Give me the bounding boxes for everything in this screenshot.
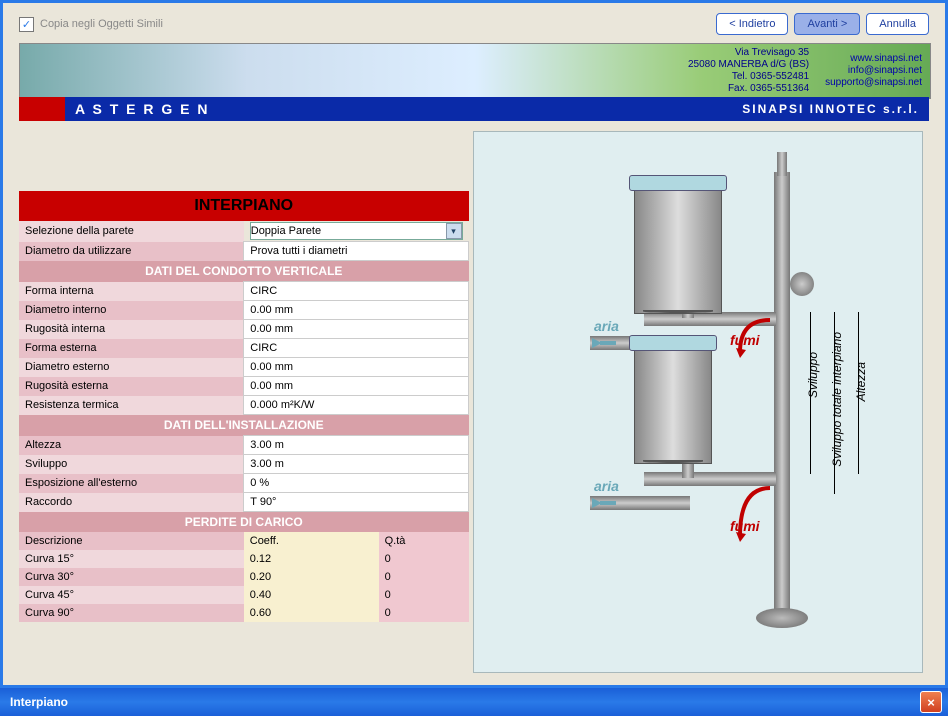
curva30-qty[interactable]: 0 <box>379 568 469 586</box>
row-diam-label: Diametro da utilizzare <box>19 242 244 261</box>
window-titlebar: Interpiano × <box>0 688 948 716</box>
header-banner: Via Trevisago 35 25080 MANERBA d/G (BS) … <box>19 43 931 99</box>
res-term-value[interactable]: 0.000 m²K/W <box>244 396 469 415</box>
forma-int-label: Forma interna <box>19 282 244 301</box>
curva45-coeff: 0.40 <box>244 586 379 604</box>
col-coeff: Coeff. <box>244 532 379 550</box>
diagram-panel: aria aria fumi fumi Sviluppo Sviluppo to… <box>473 131 923 673</box>
boiler-lower <box>634 342 712 464</box>
dim-sviluppo-label: Sviluppo <box>806 352 820 398</box>
close-icon[interactable]: × <box>920 691 942 713</box>
altezza-label: Altezza <box>19 436 244 455</box>
diam-int-value[interactable]: 0.00 mm <box>244 301 469 320</box>
curva45-label: Curva 45° <box>19 586 244 604</box>
curva15-label: Curva 15° <box>19 550 244 568</box>
hdr-condotto: DATI DEL CONDOTTO VERTICALE <box>19 261 469 282</box>
mail2-link[interactable]: supporto@sinapsi.net <box>825 77 922 89</box>
back-button[interactable]: < Indietro <box>716 13 788 35</box>
col-desc: Descrizione <box>19 532 244 550</box>
raccordo-value[interactable]: T 90° <box>244 493 469 512</box>
curva30-coeff: 0.20 <box>244 568 379 586</box>
sel-parete-value: Doppia Parete <box>251 225 321 237</box>
dim-sviluppo-totale-label: Sviluppo totale interpiano <box>830 332 844 467</box>
aria-lower-label: aria <box>594 478 619 494</box>
dim-altezza-label: Altezza <box>854 362 868 401</box>
fumi-lower-arrow <box>736 480 776 542</box>
pipe-main-vertical <box>774 172 790 612</box>
company-contact: Via Trevisago 35 25080 MANERBA d/G (BS) … <box>680 43 817 99</box>
addr1: Via Trevisago 35 <box>735 47 809 58</box>
section-title: INTERPIANO <box>19 191 469 221</box>
company-links: www.sinapsi.net info@sinapsi.net support… <box>817 49 930 93</box>
curva15-coeff: 0.12 <box>244 550 379 568</box>
top-button-row: ✓ Copia negli Oggetti Simili < Indietro … <box>19 13 929 35</box>
forma-est-value[interactable]: CIRC <box>244 339 469 358</box>
side-joint <box>790 272 814 296</box>
aria-upper-label: aria <box>594 318 619 334</box>
fax: Fax. 0365-551364 <box>728 83 809 94</box>
window-title: Interpiano <box>10 695 68 709</box>
forma-est-label: Forma esterna <box>19 339 244 358</box>
brand-bar: A S T E R G E N SINAPSI INNOTEC s.r.l. <box>19 97 929 121</box>
curva30-label: Curva 30° <box>19 568 244 586</box>
rug-est-value[interactable]: 0.00 mm <box>244 377 469 396</box>
aria-lower-arrow <box>592 498 616 508</box>
raccordo-label: Raccordo <box>19 493 244 512</box>
row-selezione-value[interactable]: Doppia Parete ▾ <box>244 221 469 242</box>
rug-int-value[interactable]: 0.00 mm <box>244 320 469 339</box>
rug-int-label: Rugosità interna <box>19 320 244 339</box>
cancel-button[interactable]: Annulla <box>866 13 929 35</box>
altezza-value[interactable]: 3.00 m <box>244 436 469 455</box>
flue-diagram: aria aria fumi fumi Sviluppo Sviluppo to… <box>474 132 922 672</box>
boiler-upper <box>634 182 722 314</box>
esposizione-label: Esposizione all'esterno <box>19 474 244 493</box>
web-link[interactable]: www.sinapsi.net <box>825 53 922 65</box>
tel: Tel. 0365-552481 <box>732 71 809 82</box>
copy-similar-checkbox[interactable]: ✓ <box>19 17 34 32</box>
brand-red-box <box>19 97 65 121</box>
diam-est-value[interactable]: 0.00 mm <box>244 358 469 377</box>
pipe-base-cap <box>756 608 808 628</box>
property-panel: INTERPIANO Selezione della parete Doppia… <box>19 131 469 622</box>
row-selezione-label: Selezione della parete <box>19 221 244 242</box>
diam-est-label: Diametro esterno <box>19 358 244 377</box>
aria-upper-arrow <box>592 338 616 348</box>
curva90-label: Curva 90° <box>19 604 244 622</box>
curva15-qty[interactable]: 0 <box>379 550 469 568</box>
copy-similar-label: Copia negli Oggetti Simili <box>40 18 163 30</box>
rug-est-label: Rugosità esterna <box>19 377 244 396</box>
addr2: 25080 MANERBA d/G (BS) <box>688 59 809 70</box>
brand-left: A S T E R G E N <box>65 101 742 117</box>
row-diam-value[interactable]: Prova tutti i diametri <box>244 242 469 261</box>
mail1-link[interactable]: info@sinapsi.net <box>825 65 922 77</box>
sviluppo-label: Sviluppo <box>19 455 244 474</box>
hdr-install: DATI DELL'INSTALLAZIONE <box>19 415 469 436</box>
sviluppo-value[interactable]: 3.00 m <box>244 455 469 474</box>
chevron-down-icon[interactable]: ▾ <box>446 223 462 239</box>
fumi-upper-arrow <box>736 312 776 358</box>
hdr-perdite: PERDITE DI CARICO <box>19 512 469 533</box>
next-button[interactable]: Avanti > <box>794 13 860 35</box>
dialog-body: ✓ Copia negli Oggetti Simili < Indietro … <box>0 0 948 688</box>
curva90-coeff: 0.60 <box>244 604 379 622</box>
col-qta: Q.tà <box>379 532 469 550</box>
property-table: INTERPIANO Selezione della parete Doppia… <box>19 191 469 622</box>
esposizione-value[interactable]: 0 % <box>244 474 469 493</box>
curva45-qty[interactable]: 0 <box>379 586 469 604</box>
brand-right: SINAPSI INNOTEC s.r.l. <box>742 102 929 116</box>
forma-int-value[interactable]: CIRC <box>244 282 469 301</box>
res-term-label: Resistenza termica <box>19 396 244 415</box>
curva90-qty[interactable]: 0 <box>379 604 469 622</box>
pipe-top <box>777 152 787 176</box>
diam-int-label: Diametro interno <box>19 301 244 320</box>
